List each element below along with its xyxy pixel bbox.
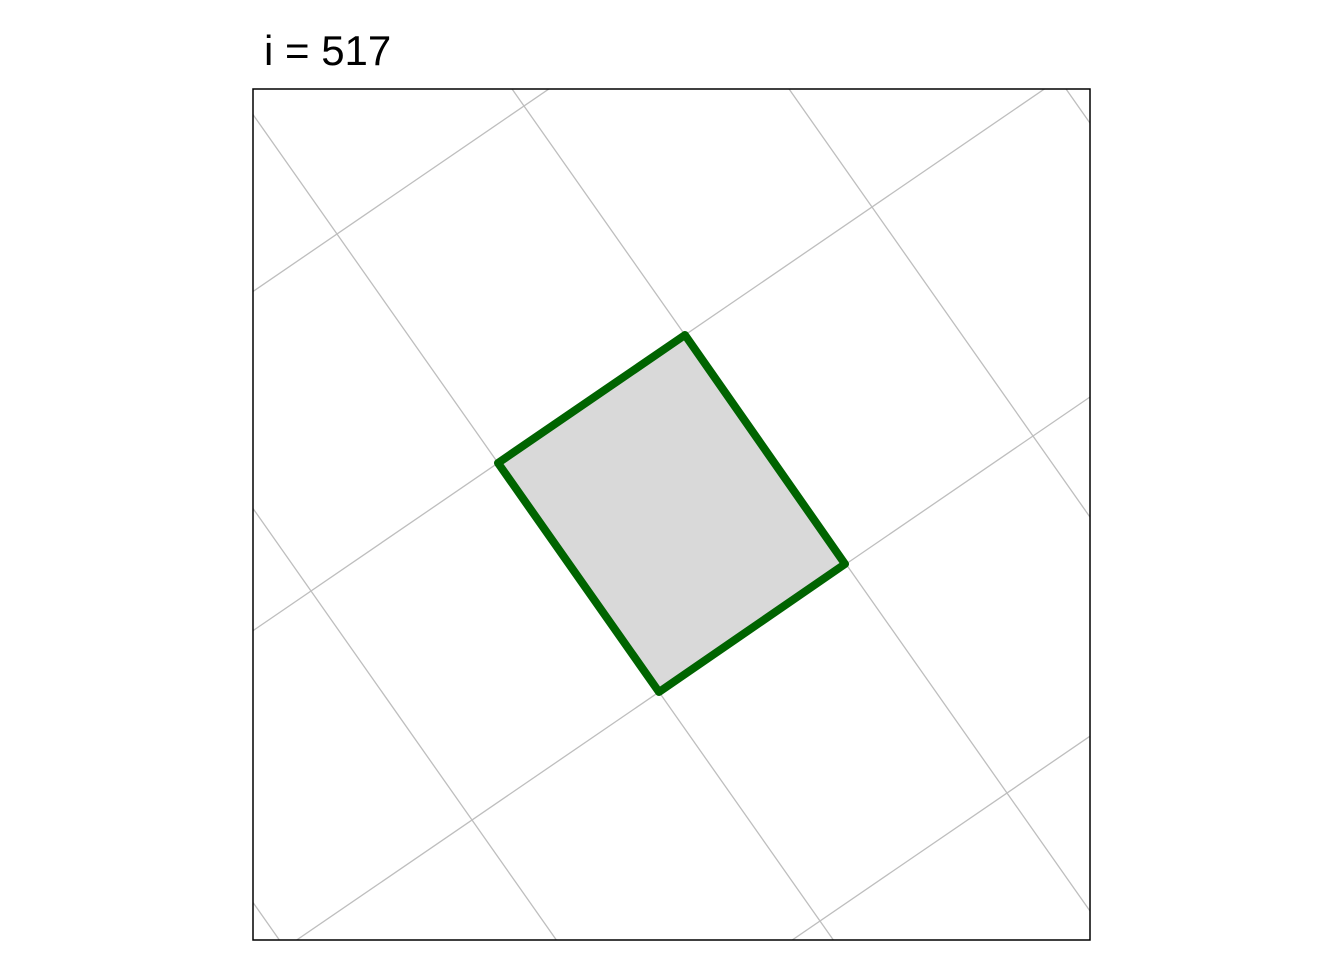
highlighted-cell — [494, 331, 849, 696]
panel-border — [252, 88, 1091, 941]
plot-title: i = 517 — [264, 27, 392, 74]
